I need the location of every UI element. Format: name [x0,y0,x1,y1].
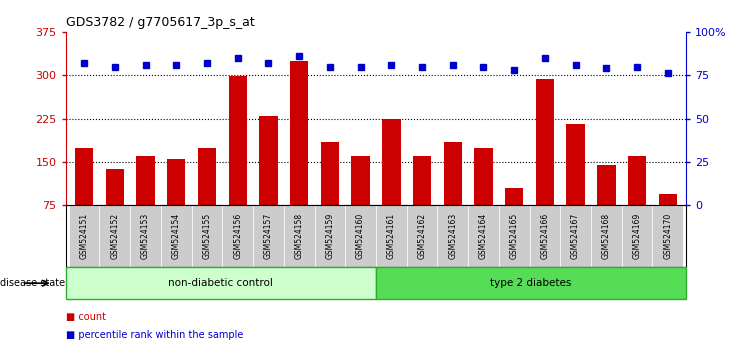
Text: GSM524167: GSM524167 [571,213,580,259]
Bar [320,142,339,205]
Text: GSM524169: GSM524169 [633,213,642,259]
Text: GSM524157: GSM524157 [264,213,273,259]
Text: ■ percentile rank within the sample: ■ percentile rank within the sample [66,330,243,339]
Bar [566,124,585,205]
Text: GSM524151: GSM524151 [80,213,88,259]
Bar [75,148,93,205]
Text: ■ count: ■ count [66,312,106,322]
Text: GSM524163: GSM524163 [448,213,457,259]
Text: GSM524170: GSM524170 [664,213,672,259]
Text: GSM524162: GSM524162 [418,213,426,259]
Text: GSM524165: GSM524165 [510,213,519,259]
Bar [259,116,277,205]
Bar [412,156,431,205]
Bar [658,194,677,205]
Text: disease state: disease state [0,278,65,288]
Text: GSM524160: GSM524160 [356,213,365,259]
Text: GSM524168: GSM524168 [602,213,611,259]
Text: GSM524166: GSM524166 [540,213,550,259]
Bar [167,159,185,205]
Bar [382,119,401,205]
Bar [474,148,493,205]
Bar [198,148,216,205]
Bar [228,76,247,205]
Text: GSM524154: GSM524154 [172,213,181,259]
Text: type 2 diabetes: type 2 diabetes [491,278,572,288]
Text: GSM524161: GSM524161 [387,213,396,259]
Text: GSM524156: GSM524156 [233,213,242,259]
Bar [106,170,124,205]
Text: GSM524159: GSM524159 [326,213,334,259]
Bar [597,165,615,205]
Bar [628,156,646,205]
Text: GSM524158: GSM524158 [295,213,304,259]
Bar [290,61,308,205]
Text: GSM524164: GSM524164 [479,213,488,259]
Bar [137,156,155,205]
Bar [444,142,462,205]
Bar [505,188,523,205]
Bar [351,156,370,205]
Text: non-diabetic control: non-diabetic control [169,278,273,288]
Text: GSM524155: GSM524155 [202,213,212,259]
Text: GDS3782 / g7705617_3p_s_at: GDS3782 / g7705617_3p_s_at [66,16,255,29]
Text: GSM524153: GSM524153 [141,213,150,259]
Bar [536,79,554,205]
Text: GSM524152: GSM524152 [110,213,119,259]
